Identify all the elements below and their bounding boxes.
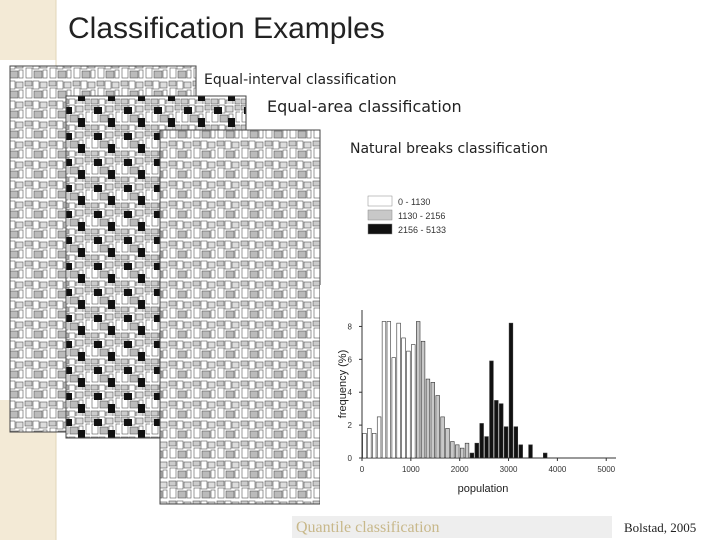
slide-title: Classification Examples <box>68 12 385 45</box>
bar <box>474 442 479 459</box>
histogram: 0 - 1130 1130 - 2156 2156 - 5133 0 2 4 6 8 0 1000… <box>337 195 616 495</box>
histogram-panel <box>320 285 620 505</box>
y-axis-label: frequency (%) <box>337 350 349 418</box>
y-tick-label: 4 <box>348 388 353 397</box>
bar <box>386 321 392 459</box>
bar <box>411 344 416 459</box>
bar <box>362 433 367 459</box>
bar <box>391 357 396 459</box>
bar <box>435 395 440 459</box>
bar <box>401 337 406 459</box>
map-label: Equal-interval classification <box>204 72 397 88</box>
bar <box>518 444 523 459</box>
x-tick-label: 2000 <box>451 465 469 474</box>
bar <box>420 340 426 459</box>
y-tick-label: 0 <box>348 454 353 463</box>
y-tick-label: 6 <box>348 355 353 364</box>
decor <box>0 0 56 60</box>
legend-swatch <box>367 209 393 221</box>
legend-label: 0 - 1130 <box>398 197 430 207</box>
bar <box>376 416 382 459</box>
x-tick-label: 1000 <box>402 465 420 474</box>
bar <box>372 433 377 459</box>
legend-label: 2156 - 5133 <box>398 225 446 235</box>
bar <box>469 452 475 459</box>
bar <box>459 447 465 459</box>
bar <box>425 378 431 459</box>
x-tick-label: 5000 <box>597 465 615 474</box>
bar <box>528 444 533 459</box>
x-tick-label: 4000 <box>548 465 566 474</box>
bar <box>494 400 499 459</box>
bar <box>543 452 548 459</box>
bar <box>430 382 435 459</box>
bar <box>396 322 401 459</box>
bar <box>406 350 411 459</box>
bar <box>440 416 445 459</box>
x-tick-label: 0 <box>360 465 365 474</box>
bar <box>489 360 494 459</box>
bar <box>499 403 504 459</box>
bar <box>445 428 450 459</box>
map-natural-breaks <box>159 129 321 505</box>
bar <box>503 426 509 459</box>
x-axis-label: population <box>458 483 509 495</box>
bar <box>513 426 519 459</box>
bar <box>416 321 421 459</box>
y-tick-label: 8 <box>348 322 353 331</box>
caption-box <box>292 516 612 538</box>
map-label: Equal-area classification <box>267 97 462 116</box>
bar <box>479 423 484 459</box>
bar <box>367 428 372 459</box>
bar <box>464 442 470 459</box>
y-tick-label: 2 <box>348 421 353 430</box>
legend-label: 1130 - 2156 <box>398 211 445 221</box>
bar <box>484 436 489 459</box>
credit: Bolstad, 2005 <box>624 520 696 535</box>
legend-swatch <box>367 223 393 235</box>
bar <box>450 441 455 459</box>
map-label: Natural breaks classification <box>350 141 548 157</box>
map-label: Quantile classification <box>296 519 440 536</box>
bar <box>508 322 514 459</box>
x-tick-label: 3000 <box>500 465 518 474</box>
legend-swatch <box>367 195 393 207</box>
bar <box>381 321 387 459</box>
bar <box>455 444 460 459</box>
